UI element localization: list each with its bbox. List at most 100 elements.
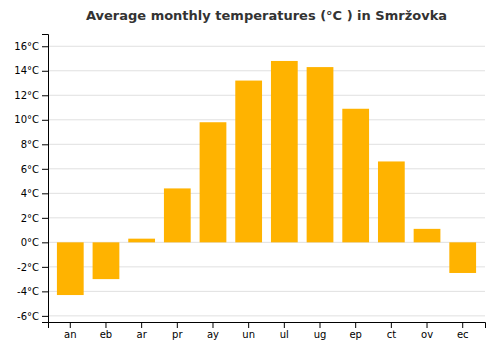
x-tick-label: ul: [280, 329, 289, 340]
y-tick: 12°C: [14, 90, 48, 101]
x-tick-mark: [320, 322, 321, 328]
y-tick-mark: [42, 242, 48, 243]
y-tick-label: 10°C: [14, 114, 39, 125]
x-tick: ug: [314, 322, 327, 340]
y-tick-label: 0°C: [21, 237, 39, 248]
y-tick-label: 2°C: [21, 213, 39, 224]
y-tick-mark: [42, 267, 48, 268]
title: Average monthly temperatures (°C ) in Sm…: [86, 8, 447, 23]
y-tick-mark: [42, 169, 48, 170]
y-tick: 14°C: [14, 65, 48, 76]
y-tick-label: -6°C: [17, 311, 39, 322]
x-tick-label: pr: [172, 329, 183, 340]
y-tick: -4°C: [17, 286, 48, 297]
x-tick: ct: [387, 322, 396, 340]
y-axis: -6°C -4°C -2°C 0°C 2°C 4°C 6°C 8°C 10°C 12°C 14°C 1…: [14, 35, 48, 323]
bar: [378, 161, 405, 242]
x-axis-line: [49, 323, 486, 329]
x-tick: ul: [280, 322, 289, 340]
y-tick-label: 6°C: [21, 164, 39, 175]
x-tick: an: [64, 322, 76, 340]
y-tick-mark: [42, 120, 48, 121]
grid-line: [48, 119, 485, 120]
y-tick-mark: [42, 218, 48, 219]
x-tick-label: ay: [207, 329, 219, 340]
grid-line: [48, 315, 485, 316]
y-tick-label: 16°C: [14, 41, 39, 52]
bar: [164, 188, 191, 242]
grid-line: [48, 291, 485, 292]
x-tick: pr: [172, 322, 183, 340]
x-tick-label: ov: [421, 329, 433, 340]
y-tick-label: 8°C: [21, 139, 39, 150]
bar: [93, 242, 120, 279]
x-tick: ov: [421, 322, 433, 340]
y-tick: -2°C: [17, 262, 48, 273]
x-tick-label: ep: [349, 329, 362, 340]
y-tick: 16°C: [14, 41, 48, 52]
y-tick-label: 12°C: [14, 90, 39, 101]
y-tick-mark: [42, 291, 48, 292]
bar: [271, 61, 298, 242]
x-tick: un: [242, 322, 255, 340]
x-tick-mark: [141, 322, 142, 328]
x-tick-mark: [462, 322, 463, 328]
y-tick-label: -4°C: [17, 286, 39, 297]
y-tick-mark: [42, 193, 48, 194]
x-tick: ay: [207, 322, 219, 340]
bar: [57, 242, 84, 295]
x-axis: an eb ar pr ay un ul ug ep ct ov ec: [49, 322, 486, 340]
grid: [48, 46, 485, 316]
y-tick-mark: [42, 95, 48, 96]
grid-line: [48, 217, 485, 218]
x-tick-mark: [427, 322, 428, 328]
bars: [57, 61, 476, 295]
plot: an eb ar pr ay un ul ug ep ct ov ec -6°C -4°C -2°C 0°C 2…: [14, 35, 485, 341]
x-tick-label: eb: [100, 329, 113, 340]
x-tick-label: ar: [137, 329, 148, 340]
x-tick: ep: [349, 322, 362, 340]
y-tick: 4°C: [21, 188, 48, 199]
y-tick: 8°C: [21, 139, 48, 150]
grid-line: [48, 193, 485, 194]
y-tick-label: -2°C: [17, 262, 39, 273]
y-tick-label: 14°C: [14, 65, 39, 76]
bar: [449, 242, 476, 273]
x-tick-label: ct: [387, 329, 396, 340]
chart-container: an eb ar pr ay un ul ug ep ct ov ec -6°C -4°C -2°C 0°C 2…: [0, 0, 500, 350]
y-tick-mark: [42, 144, 48, 145]
y-tick: 6°C: [21, 164, 48, 175]
y-tick-mark: [42, 71, 48, 72]
x-tick-mark: [70, 322, 71, 328]
y-tick-mark: [42, 316, 48, 317]
x-tick: ec: [457, 322, 469, 340]
x-tick-mark: [248, 322, 249, 328]
y-axis-line: [42, 35, 49, 323]
x-tick-mark: [284, 322, 285, 328]
y-tick-mark: [42, 46, 48, 47]
bar: [307, 67, 334, 242]
grid-line: [48, 144, 485, 145]
y-tick: 10°C: [14, 114, 48, 125]
x-tick-label: ug: [314, 329, 327, 340]
x-tick-mark: [177, 322, 178, 328]
x-tick-label: ec: [457, 329, 469, 340]
x-tick-label: un: [242, 329, 255, 340]
y-tick: -6°C: [17, 311, 48, 322]
x-tick-mark: [391, 322, 392, 328]
bar: [414, 229, 441, 242]
bar: [128, 239, 155, 243]
chart-svg: an eb ar pr ay un ul ug ep ct ov ec -6°C -4°C -2°C 0°C 2…: [0, 0, 500, 350]
bar: [200, 122, 227, 242]
grid-line: [48, 95, 485, 96]
y-tick: 0°C: [21, 237, 48, 248]
y-tick-label: 4°C: [21, 188, 39, 199]
bar: [235, 81, 262, 243]
x-tick-mark: [212, 322, 213, 328]
x-tick-label: an: [64, 329, 76, 340]
y-tick: 2°C: [21, 213, 48, 224]
grid-line: [48, 70, 485, 71]
grid-line: [48, 168, 485, 169]
bar: [342, 109, 369, 243]
x-tick-mark: [105, 322, 106, 328]
